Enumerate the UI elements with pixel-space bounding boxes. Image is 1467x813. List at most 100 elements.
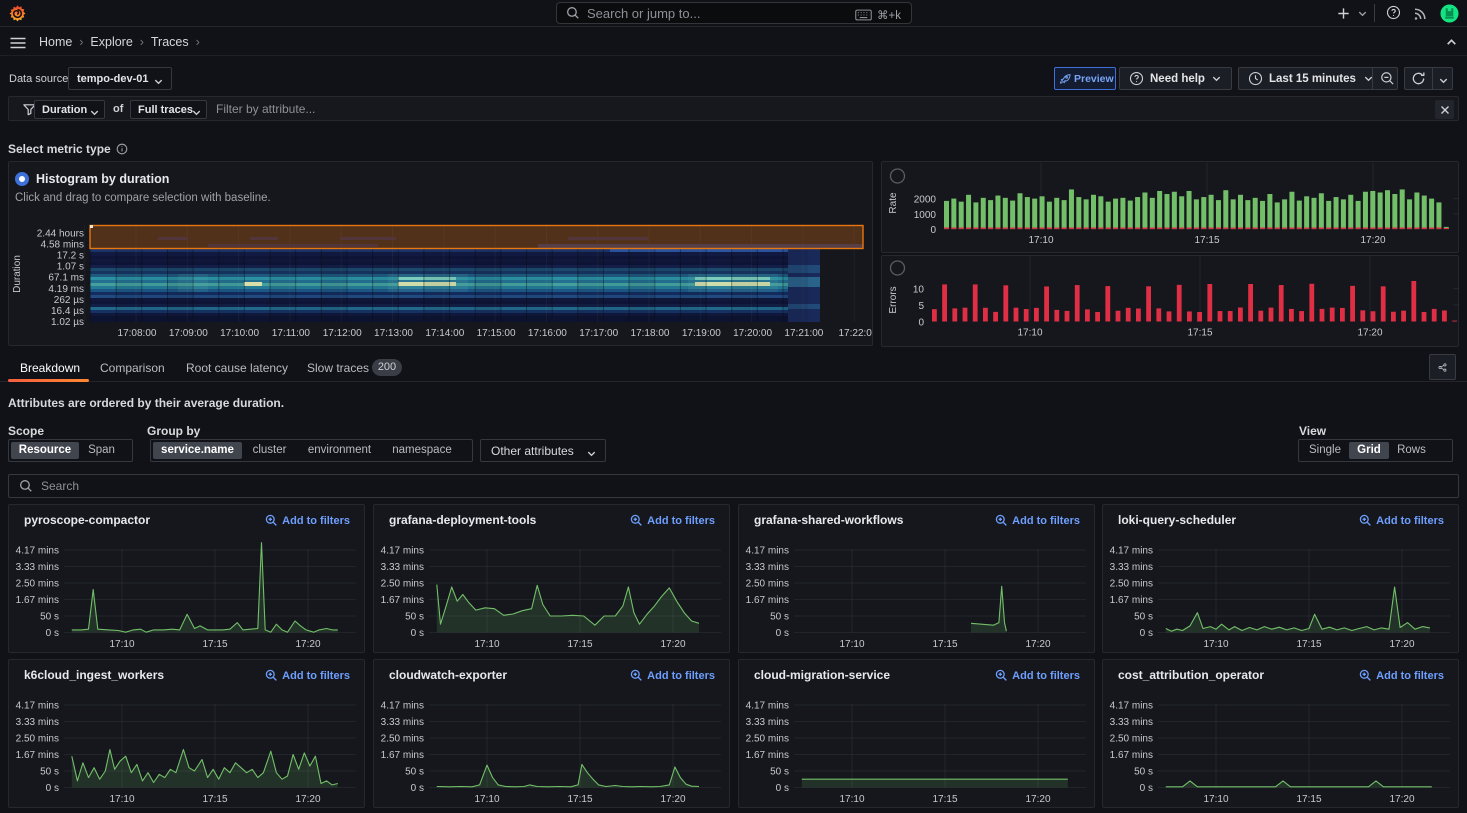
svg-text:50 s: 50 s bbox=[1134, 767, 1153, 778]
svg-text:17:20: 17:20 bbox=[1025, 794, 1050, 805]
svg-text:17:18:00: 17:18:00 bbox=[631, 328, 670, 339]
svg-text:4.17 mins: 4.17 mins bbox=[16, 546, 59, 557]
svg-text:0: 0 bbox=[918, 317, 924, 328]
svg-text:0 s: 0 s bbox=[46, 628, 59, 639]
svg-text:17:10: 17:10 bbox=[1203, 639, 1228, 650]
svg-text:17:15: 17:15 bbox=[1296, 794, 1321, 805]
svg-text:262 µs: 262 µs bbox=[54, 295, 84, 306]
svg-text:17:15: 17:15 bbox=[202, 639, 227, 650]
svg-text:17:20: 17:20 bbox=[660, 639, 685, 650]
svg-text:1000: 1000 bbox=[914, 210, 937, 221]
svg-text:50 s: 50 s bbox=[770, 612, 789, 623]
svg-text:17:20: 17:20 bbox=[1025, 639, 1050, 650]
svg-text:17:13:00: 17:13:00 bbox=[374, 328, 413, 339]
svg-text:17:10: 17:10 bbox=[109, 794, 134, 805]
svg-text:4.17 mins: 4.17 mins bbox=[1110, 701, 1153, 712]
svg-text:17:12:00: 17:12:00 bbox=[323, 328, 362, 339]
svg-text:1.67 mins: 1.67 mins bbox=[746, 750, 789, 761]
svg-text:17:22:0: 17:22:0 bbox=[839, 328, 873, 339]
svg-text:1.02 µs: 1.02 µs bbox=[51, 317, 84, 328]
svg-text:3.33 mins: 3.33 mins bbox=[381, 717, 424, 728]
svg-text:4.17 mins: 4.17 mins bbox=[381, 546, 424, 557]
svg-text:17:17:00: 17:17:00 bbox=[579, 328, 618, 339]
svg-text:3.33 mins: 3.33 mins bbox=[16, 562, 59, 573]
svg-text:3.33 mins: 3.33 mins bbox=[1110, 562, 1153, 573]
svg-text:17:20:00: 17:20:00 bbox=[733, 328, 772, 339]
svg-text:0 s: 0 s bbox=[1140, 783, 1153, 794]
svg-text:17:15: 17:15 bbox=[202, 794, 227, 805]
svg-text:3.33 mins: 3.33 mins bbox=[381, 562, 424, 573]
svg-text:10: 10 bbox=[913, 285, 925, 296]
svg-text:2.50 mins: 2.50 mins bbox=[381, 734, 424, 745]
svg-text:17:09:00: 17:09:00 bbox=[169, 328, 208, 339]
svg-text:Rate: Rate bbox=[888, 192, 899, 214]
svg-text:17:10:00: 17:10:00 bbox=[220, 328, 259, 339]
svg-text:17:20: 17:20 bbox=[1389, 639, 1414, 650]
svg-text:17:10: 17:10 bbox=[1203, 794, 1228, 805]
svg-text:1.67 mins: 1.67 mins bbox=[16, 595, 59, 606]
svg-text:17:15: 17:15 bbox=[1296, 639, 1321, 650]
svg-text:3.33 mins: 3.33 mins bbox=[16, 717, 59, 728]
svg-text:67.1 ms: 67.1 ms bbox=[48, 273, 84, 284]
svg-text:2.44 hours: 2.44 hours bbox=[37, 228, 84, 239]
svg-text:17:10: 17:10 bbox=[109, 639, 134, 650]
svg-text:Errors: Errors bbox=[888, 286, 899, 313]
svg-text:1.67 mins: 1.67 mins bbox=[381, 595, 424, 606]
svg-text:17:15: 17:15 bbox=[1194, 235, 1219, 246]
svg-text:2.50 mins: 2.50 mins bbox=[1110, 734, 1153, 745]
svg-text:17:15: 17:15 bbox=[932, 639, 957, 650]
svg-text:0 s: 0 s bbox=[776, 783, 789, 794]
svg-text:4.19 ms: 4.19 ms bbox=[48, 284, 84, 295]
svg-text:17:20: 17:20 bbox=[660, 794, 685, 805]
svg-text:3.33 mins: 3.33 mins bbox=[746, 717, 789, 728]
svg-text:2.50 mins: 2.50 mins bbox=[746, 579, 789, 590]
svg-text:2.50 mins: 2.50 mins bbox=[1110, 579, 1153, 590]
svg-text:17:20: 17:20 bbox=[295, 639, 320, 650]
svg-text:17:10: 17:10 bbox=[1028, 235, 1053, 246]
svg-text:5: 5 bbox=[918, 301, 924, 312]
svg-text:2000: 2000 bbox=[914, 195, 937, 206]
svg-text:17:10: 17:10 bbox=[839, 639, 864, 650]
svg-text:1.67 mins: 1.67 mins bbox=[381, 750, 424, 761]
svg-text:50 s: 50 s bbox=[1134, 612, 1153, 623]
svg-text:0 s: 0 s bbox=[46, 783, 59, 794]
svg-text:17:11:00: 17:11:00 bbox=[272, 328, 311, 339]
svg-text:4.17 mins: 4.17 mins bbox=[381, 701, 424, 712]
svg-text:17:10: 17:10 bbox=[1017, 328, 1042, 339]
svg-text:17:14:00: 17:14:00 bbox=[425, 328, 464, 339]
svg-text:17:10: 17:10 bbox=[474, 794, 499, 805]
svg-text:0 s: 0 s bbox=[776, 628, 789, 639]
svg-text:3.33 mins: 3.33 mins bbox=[746, 562, 789, 573]
svg-text:50 s: 50 s bbox=[40, 767, 59, 778]
svg-text:17:16:00: 17:16:00 bbox=[528, 328, 567, 339]
svg-text:17:08:00: 17:08:00 bbox=[118, 328, 157, 339]
svg-text:17:21:00: 17:21:00 bbox=[784, 328, 823, 339]
svg-text:17:20: 17:20 bbox=[1357, 328, 1382, 339]
svg-text:17:15:00: 17:15:00 bbox=[477, 328, 516, 339]
svg-text:17:15: 17:15 bbox=[567, 639, 592, 650]
svg-text:50 s: 50 s bbox=[405, 612, 424, 623]
svg-text:4.17 mins: 4.17 mins bbox=[746, 701, 789, 712]
svg-text:2.50 mins: 2.50 mins bbox=[381, 579, 424, 590]
svg-text:17:15: 17:15 bbox=[932, 794, 957, 805]
svg-text:16.4 µs: 16.4 µs bbox=[51, 306, 84, 317]
svg-text:1.67 mins: 1.67 mins bbox=[746, 595, 789, 606]
svg-text:2.50 mins: 2.50 mins bbox=[16, 579, 59, 590]
svg-text:3.33 mins: 3.33 mins bbox=[1110, 717, 1153, 728]
svg-text:17:20: 17:20 bbox=[1389, 794, 1414, 805]
svg-text:0 s: 0 s bbox=[1140, 628, 1153, 639]
svg-text:17:10: 17:10 bbox=[839, 794, 864, 805]
svg-text:0 s: 0 s bbox=[411, 783, 424, 794]
svg-text:1.67 mins: 1.67 mins bbox=[1110, 750, 1153, 761]
svg-text:0 s: 0 s bbox=[411, 628, 424, 639]
svg-text:4.58 mins: 4.58 mins bbox=[41, 239, 84, 250]
svg-text:1.07 s: 1.07 s bbox=[57, 262, 84, 273]
svg-text:Duration: Duration bbox=[12, 255, 23, 293]
svg-text:17:20: 17:20 bbox=[295, 794, 320, 805]
svg-text:17:10: 17:10 bbox=[474, 639, 499, 650]
svg-text:1.67 mins: 1.67 mins bbox=[16, 750, 59, 761]
svg-text:4.17 mins: 4.17 mins bbox=[746, 546, 789, 557]
svg-text:2.50 mins: 2.50 mins bbox=[746, 734, 789, 745]
svg-text:50 s: 50 s bbox=[405, 767, 424, 778]
svg-text:4.17 mins: 4.17 mins bbox=[1110, 546, 1153, 557]
